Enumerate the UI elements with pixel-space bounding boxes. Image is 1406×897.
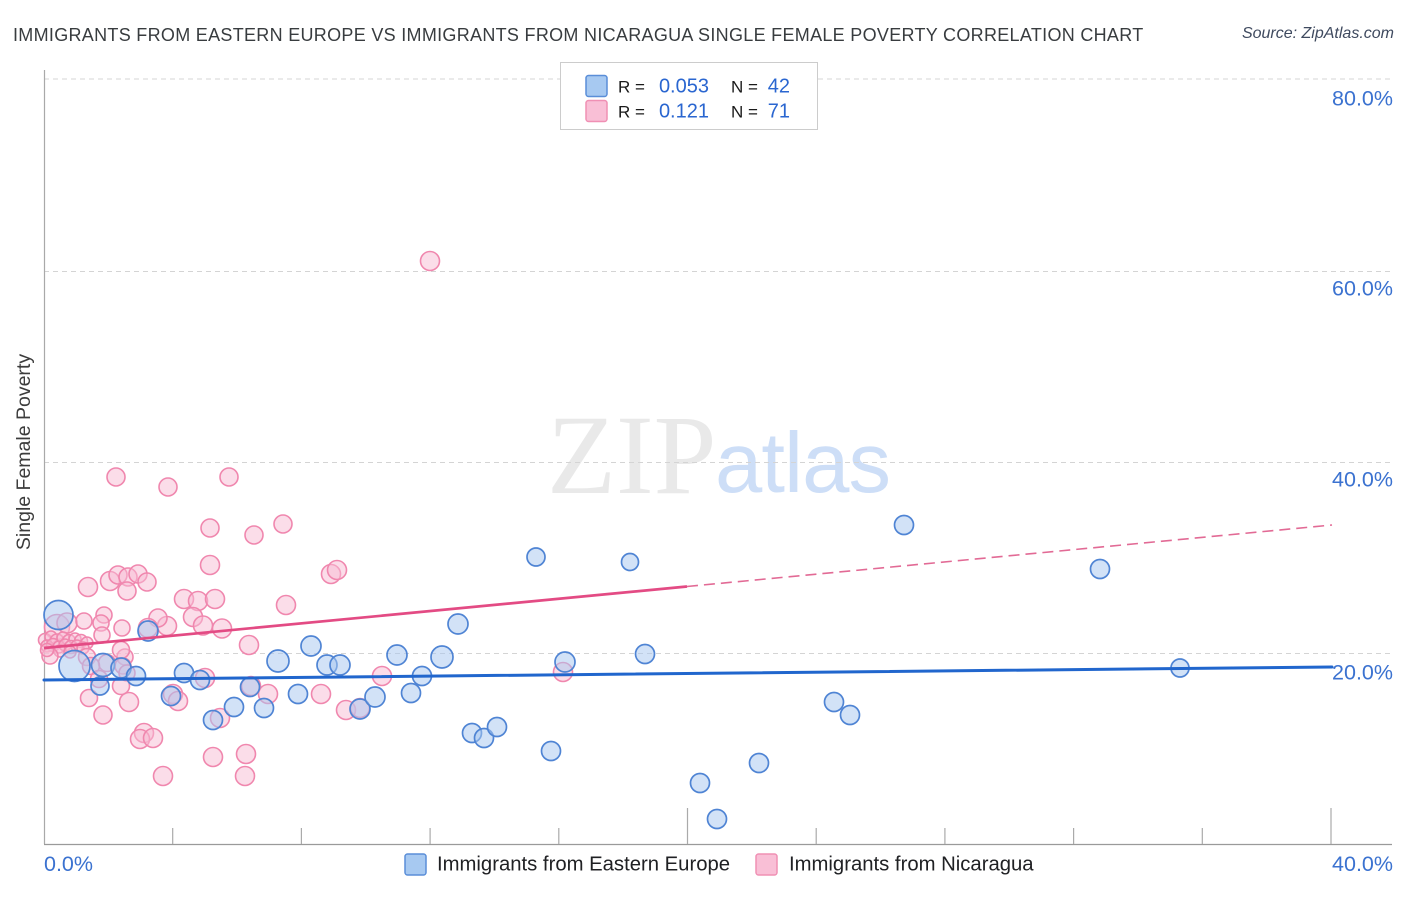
svg-text:Immigrants from Eastern Europe: Immigrants from Eastern Europe: [437, 854, 730, 876]
svg-text:N =: N =: [731, 78, 758, 97]
svg-text:R =: R =: [618, 103, 645, 122]
svg-text:80.0%: 80.0%: [1332, 87, 1393, 111]
svg-text:Immigrants from Nicaragua: Immigrants from Nicaragua: [789, 854, 1034, 876]
svg-text:N =: N =: [731, 103, 758, 122]
svg-text:ZIP: ZIP: [547, 393, 717, 518]
svg-text:0.0%: 0.0%: [44, 852, 93, 876]
svg-text:0.053: 0.053: [659, 76, 709, 98]
svg-text:0.121: 0.121: [659, 101, 709, 123]
svg-text:Single Female Poverty: Single Female Poverty: [13, 354, 35, 550]
svg-text:60.0%: 60.0%: [1332, 277, 1393, 301]
svg-text:40.0%: 40.0%: [1332, 468, 1393, 492]
svg-text:20.0%: 20.0%: [1332, 661, 1393, 685]
svg-text:71: 71: [768, 101, 790, 123]
svg-text:Source: ZipAtlas.com: Source: ZipAtlas.com: [1242, 25, 1394, 42]
svg-text:40.0%: 40.0%: [1332, 852, 1393, 876]
svg-text:R =: R =: [618, 78, 645, 97]
svg-text:atlas: atlas: [715, 416, 890, 511]
svg-text:42: 42: [768, 76, 790, 98]
svg-text:IMMIGRANTS FROM EASTERN EUROPE: IMMIGRANTS FROM EASTERN EUROPE VS IMMIGR…: [13, 25, 1144, 45]
